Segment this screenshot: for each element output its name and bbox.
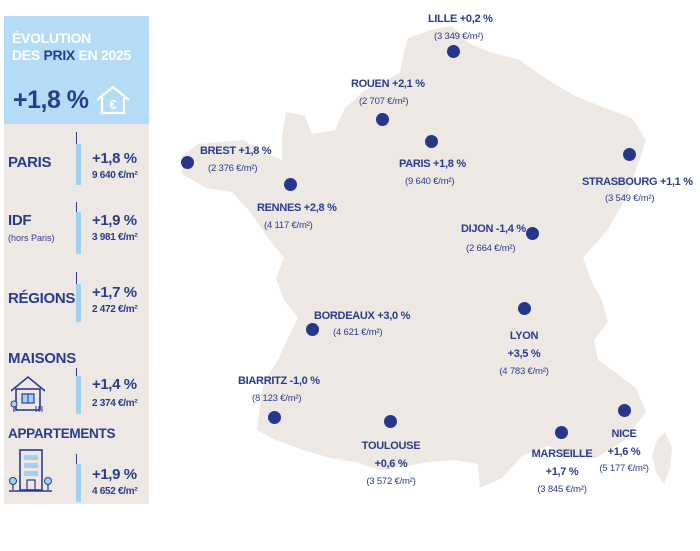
panel-title: ÉVOLUTION DES PRIX EN 2025 bbox=[12, 30, 131, 63]
national-summary: ÉVOLUTION DES PRIX EN 2025 +1,8 % € bbox=[4, 16, 149, 124]
city-label-marseille: MARSEILLE bbox=[531, 448, 593, 460]
city-marker-rennes[interactable] bbox=[284, 178, 297, 191]
city-price-paris: (9 640 €/m²) bbox=[405, 176, 455, 187]
row-maisons: MAISONS +1,4 % 2 374 €/m² bbox=[4, 350, 149, 420]
city-label-toulouse: TOULOUSE bbox=[361, 440, 421, 452]
city-label-lyon: LYON bbox=[509, 330, 539, 342]
city-label-brest: BREST +1,8 % bbox=[200, 145, 272, 157]
city-label-dijon: DIJON -1,4 % bbox=[461, 223, 526, 235]
city-change-nice: +1,6 % bbox=[607, 446, 641, 458]
apartment-building-icon bbox=[9, 449, 52, 492]
row-price: 3 981 €/m² bbox=[92, 232, 138, 243]
city-price-brest: (2 376 €/m²) bbox=[208, 163, 258, 174]
city-price-marseille: (3 845 €/m²) bbox=[537, 484, 587, 495]
row-price: 4 652 €/m² bbox=[92, 486, 138, 497]
corsica-outline bbox=[652, 432, 672, 484]
city-marker-brest[interactable] bbox=[181, 156, 194, 169]
row-change: +1,7 % bbox=[92, 284, 137, 301]
city-marker-paris[interactable] bbox=[425, 135, 438, 148]
city-price-dijon: (2 664 €/m²) bbox=[466, 243, 516, 254]
city-change-lyon: +3,5 % bbox=[507, 348, 541, 360]
city-label-strasbourg: STRASBOURG +1,1 % bbox=[582, 176, 693, 188]
city-label-rennes: RENNES +2,8 % bbox=[257, 202, 337, 214]
city-change-marseille: +1,7 % bbox=[545, 466, 579, 478]
row-change: +1,8 % bbox=[92, 150, 137, 167]
france-outline bbox=[182, 26, 646, 488]
row-price: 2 374 €/m² bbox=[92, 398, 138, 409]
row-label: IDF bbox=[8, 212, 32, 229]
city-label-paris: PARIS +1,8 % bbox=[399, 158, 466, 170]
change-bar bbox=[76, 212, 81, 254]
national-change: +1,8 % bbox=[13, 86, 89, 114]
city-marker-toulouse[interactable] bbox=[384, 415, 397, 428]
row-appartements: APPARTEMENTS +1,9 % 4 652 €/m² bbox=[4, 424, 149, 504]
city-label-biarritz: BIARRITZ -1,0 % bbox=[238, 375, 320, 387]
city-marker-marseille[interactable] bbox=[555, 426, 568, 439]
city-price-strasbourg: (3 549 €/m²) bbox=[605, 193, 655, 204]
row-change: +1,9 % bbox=[92, 212, 137, 229]
city-marker-lille[interactable] bbox=[447, 45, 460, 58]
house-euro-icon: € bbox=[96, 85, 130, 115]
city-marker-dijon[interactable] bbox=[526, 227, 539, 240]
row-change: +1,9 % bbox=[92, 466, 137, 483]
change-bar bbox=[76, 284, 81, 322]
row-idf: IDF (hors Paris) +1,9 % 3 981 €/m² bbox=[4, 198, 149, 258]
city-marker-bordeaux[interactable] bbox=[306, 323, 319, 336]
row-label: MAISONS bbox=[8, 350, 76, 367]
city-price-rouen: (2 707 €/m²) bbox=[359, 96, 409, 107]
city-price-toulouse: (3 572 €/m²) bbox=[366, 476, 416, 487]
row-label: RÉGIONS bbox=[8, 290, 76, 307]
city-price-lille: (3 349 €/m²) bbox=[434, 31, 484, 42]
city-label-lille: LILLE +0,2 % bbox=[428, 13, 493, 25]
svg-text:€: € bbox=[109, 97, 116, 112]
row-label: APPARTEMENTS bbox=[8, 426, 116, 441]
city-marker-rouen[interactable] bbox=[376, 113, 389, 126]
city-price-biarritz: (8 123 €/m²) bbox=[252, 393, 302, 404]
city-price-nice: (5 177 €/m²) bbox=[599, 463, 649, 474]
city-price-rennes: (4 117 €/m²) bbox=[264, 220, 313, 231]
city-marker-nice[interactable] bbox=[618, 404, 631, 417]
row-regions: RÉGIONS +1,7 % 2 472 €/m² bbox=[4, 268, 149, 328]
city-label-nice: NICE bbox=[611, 428, 637, 440]
row-price: 9 640 €/m² bbox=[92, 170, 138, 181]
summary-panel: ÉVOLUTION DES PRIX EN 2025 +1,8 % € PARI… bbox=[4, 16, 149, 504]
row-sublabel: (hors Paris) bbox=[8, 233, 55, 243]
change-bar bbox=[76, 376, 81, 414]
city-marker-strasbourg[interactable] bbox=[623, 148, 636, 161]
row-label: PARIS bbox=[8, 154, 52, 171]
city-label-rouen: ROUEN +2,1 % bbox=[351, 78, 425, 90]
city-marker-biarritz[interactable] bbox=[268, 411, 281, 424]
house-icon bbox=[10, 375, 46, 412]
city-label-bordeaux: BORDEAUX +3,0 % bbox=[314, 310, 411, 322]
row-change: +1,4 % bbox=[92, 376, 137, 393]
row-price: 2 472 €/m² bbox=[92, 304, 138, 315]
row-paris: PARIS +1,8 % 9 640 €/m² bbox=[4, 130, 149, 190]
city-price-bordeaux: (4 621 €/m²) bbox=[333, 327, 383, 338]
change-bar bbox=[76, 464, 81, 502]
city-change-toulouse: +0,6 % bbox=[374, 458, 408, 470]
city-marker-lyon[interactable] bbox=[518, 302, 531, 315]
change-bar bbox=[76, 144, 81, 185]
city-price-lyon: (4 783 €/m²) bbox=[499, 366, 549, 377]
